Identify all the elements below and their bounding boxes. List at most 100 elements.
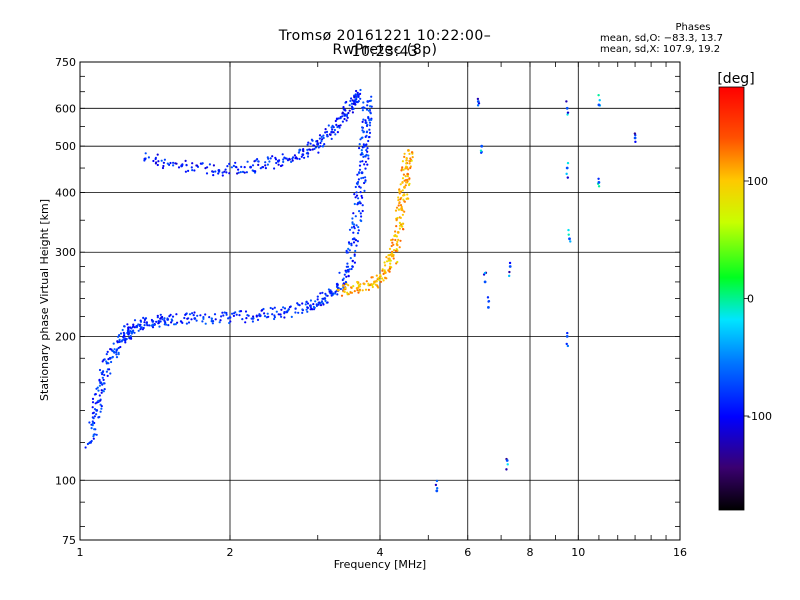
echo-dot xyxy=(117,351,120,354)
echo-dot xyxy=(352,231,355,234)
echo-dot xyxy=(133,326,136,329)
echo-dot xyxy=(321,291,324,294)
echo-dot xyxy=(210,317,213,320)
echo-dot xyxy=(175,313,178,316)
echo-dot xyxy=(357,178,360,181)
echo-dot xyxy=(350,102,353,105)
echo-dot xyxy=(305,300,308,303)
data-point xyxy=(476,100,480,103)
data-point xyxy=(568,237,571,241)
echo-dot xyxy=(312,303,315,306)
echo-dot xyxy=(365,108,369,111)
echo-dot xyxy=(368,124,372,127)
echo-dot xyxy=(365,149,368,152)
echo-dot xyxy=(354,239,358,242)
colorbar-ticks: -100 0 100 xyxy=(744,175,772,423)
echo-dot xyxy=(171,319,174,322)
echo-dot xyxy=(152,159,155,163)
echo-dot xyxy=(313,144,316,147)
x-tick-label: 2 xyxy=(227,546,234,559)
echo-dot xyxy=(403,210,406,213)
echo-dot xyxy=(237,168,240,171)
echo-dot xyxy=(336,125,339,129)
echo-dot xyxy=(291,159,294,162)
echo-dot xyxy=(483,271,487,275)
echo-dot xyxy=(362,101,365,104)
echo-dot xyxy=(314,146,318,149)
echo-dot xyxy=(405,162,408,165)
echo-dot xyxy=(358,288,361,291)
echo-dot xyxy=(162,161,165,164)
echo-dot xyxy=(360,219,363,223)
echo-dot xyxy=(361,196,364,199)
echo-dot xyxy=(288,306,291,309)
echo-dot xyxy=(404,175,407,178)
y-axis-label: Stationary phase Virtual Height [km] xyxy=(38,199,51,401)
echo-dot xyxy=(357,100,360,103)
echo-dot xyxy=(269,157,272,160)
echo-dot xyxy=(322,134,325,137)
echo-dot xyxy=(395,225,398,228)
echo-dot xyxy=(185,163,188,167)
echo-dot xyxy=(398,221,401,224)
echo-dot xyxy=(225,311,228,315)
echo-dot xyxy=(338,271,341,274)
echo-dot xyxy=(167,324,170,327)
echo-dot xyxy=(392,257,395,260)
data-point xyxy=(323,297,327,300)
echo-dot xyxy=(290,315,293,318)
markers-0 xyxy=(89,100,370,444)
echo-dot xyxy=(351,221,354,224)
echo-dot xyxy=(371,285,374,289)
echo-dot xyxy=(288,158,291,161)
echo-dot xyxy=(598,98,601,102)
echo-dot xyxy=(326,301,329,304)
data-point xyxy=(373,280,376,284)
echo-dot xyxy=(127,326,130,330)
echo-dot xyxy=(132,329,135,332)
echo-dot xyxy=(336,131,339,134)
data-point xyxy=(166,318,170,321)
echo-dot xyxy=(386,260,389,263)
echo-dot xyxy=(326,135,329,138)
y-axis-ticks: 75 100 200 300 400 500 600 750 xyxy=(55,56,680,547)
echo-dot xyxy=(361,126,364,129)
echo-dot xyxy=(99,399,102,402)
echo-dot xyxy=(337,117,340,120)
echo-dot xyxy=(171,315,175,318)
data-point xyxy=(633,136,637,140)
echo-dot xyxy=(371,276,374,279)
echo-dot xyxy=(359,212,362,215)
echo-dot xyxy=(335,123,338,126)
echo-dot xyxy=(396,243,399,247)
echo-dot xyxy=(124,341,127,344)
echo-dot xyxy=(105,370,108,373)
echo-dot xyxy=(343,108,346,111)
echo-dot xyxy=(151,326,155,329)
echo-dot xyxy=(148,324,151,327)
echo-dot xyxy=(264,167,267,170)
echo-dot xyxy=(123,335,126,338)
echo-dot xyxy=(343,273,346,276)
echo-dot xyxy=(408,159,411,163)
echo-dot xyxy=(487,299,491,303)
echo-dot xyxy=(352,241,356,244)
echo-dot xyxy=(351,217,354,220)
echo-dot xyxy=(298,304,301,307)
echo-dot xyxy=(292,156,295,159)
echo-dot xyxy=(395,235,398,238)
echo-dot xyxy=(294,311,297,314)
echo-dot xyxy=(161,166,165,170)
echo-dot xyxy=(176,321,179,324)
echo-dot xyxy=(408,177,411,180)
echo-dot xyxy=(342,288,345,291)
echo-dot xyxy=(320,139,323,143)
echo-dot xyxy=(254,170,257,173)
echo-dot xyxy=(362,176,365,179)
data-point xyxy=(316,142,320,146)
data-point xyxy=(151,320,155,323)
echo-dot xyxy=(185,322,188,325)
echo-dot xyxy=(219,319,222,322)
echo-dot xyxy=(387,257,390,260)
echo-dot xyxy=(332,131,335,134)
